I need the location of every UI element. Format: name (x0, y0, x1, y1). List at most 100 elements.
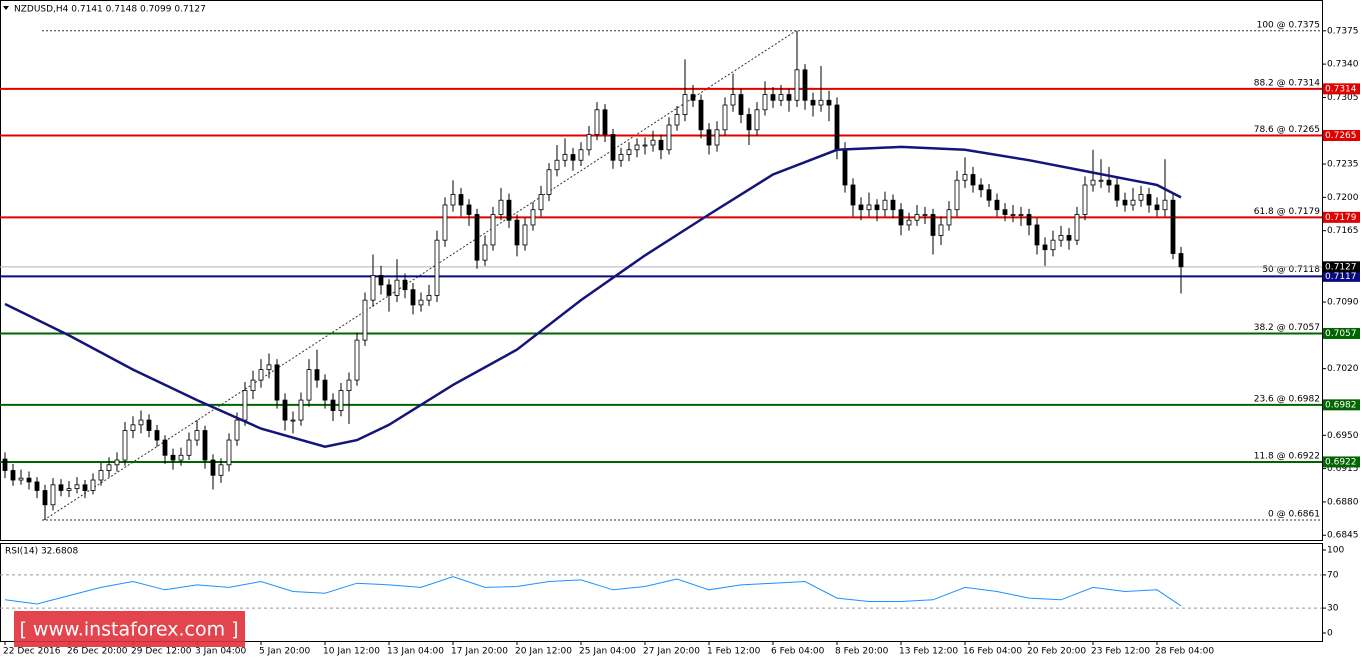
candle-body (962, 174, 968, 181)
candle-body (914, 214, 920, 221)
candle-body (986, 189, 992, 201)
candle-body (498, 199, 504, 215)
candle-body (626, 149, 632, 155)
candle-body (842, 149, 848, 186)
candle-body (1106, 179, 1112, 186)
candle-body (658, 139, 664, 151)
candle-body (1050, 239, 1056, 251)
candle-body (146, 419, 152, 431)
candle-body (570, 154, 576, 161)
candle-body (594, 109, 600, 135)
chart-title: NZDUSD,H4 0.7141 0.7148 0.7099 0.7127 (14, 5, 206, 15)
candle-body (386, 284, 392, 296)
candle-body (74, 484, 80, 490)
candle-body (898, 209, 904, 226)
candle-body (690, 94, 696, 101)
candle-body (434, 239, 440, 296)
candle-body (754, 109, 760, 131)
candle-body (682, 94, 688, 115)
candle-body (618, 154, 624, 161)
candle-body (90, 479, 96, 491)
candle-body (426, 294, 432, 301)
candle-body (306, 369, 312, 401)
candle-body (370, 275, 376, 301)
candle-body (154, 430, 160, 441)
candle-body (746, 114, 752, 131)
price-tag-label: 0.6982 (1325, 400, 1357, 410)
candle-body (466, 204, 472, 215)
candle-body (1154, 204, 1160, 211)
candle-body (770, 94, 776, 101)
x-tick-label: 20 Jan 12:00 (515, 647, 572, 657)
candle-body (490, 214, 496, 246)
x-tick-label: 16 Feb 04:00 (963, 647, 1022, 657)
price-tag-label: 0.7314 (1325, 84, 1357, 94)
candle-body (442, 204, 448, 241)
candle-body (730, 94, 736, 106)
candle-body (866, 204, 872, 211)
candle-body (874, 204, 880, 211)
candle-body (946, 209, 952, 226)
candle-body (794, 69, 800, 101)
candle-body (562, 154, 568, 161)
candle-body (1026, 214, 1032, 226)
candle-body (706, 129, 712, 146)
candle-body (138, 419, 144, 426)
watermark-box (14, 611, 245, 647)
candle-body (1114, 184, 1120, 201)
price-tag (1323, 327, 1360, 339)
y-tick-label: 0.6845 (1327, 531, 1359, 541)
candle-body (458, 194, 464, 206)
candle-body (978, 184, 984, 191)
price-tag-label: 0.6922 (1325, 457, 1357, 467)
candle-body (50, 484, 56, 506)
y-tick-label: 0.6880 (1327, 497, 1359, 507)
candle-body (666, 124, 672, 151)
candle-body (938, 224, 944, 236)
candle-body (970, 174, 976, 186)
candle-body (522, 224, 528, 246)
candle-body (258, 369, 264, 381)
candle-body (314, 369, 320, 381)
candle-body (906, 219, 912, 226)
candle-body (450, 194, 456, 206)
candle-body (834, 104, 840, 151)
candle-body (1018, 214, 1024, 216)
candle-body (474, 214, 480, 261)
rsi-tick-label: 100 (1327, 546, 1344, 556)
rsi-line (4, 576, 1182, 607)
candle-body (226, 439, 232, 466)
candle-body (882, 199, 888, 211)
candle-body (194, 430, 200, 441)
fib-label: 11.8 @ 0.6922 (1254, 451, 1320, 461)
x-tick-label: 10 Jan 12:00 (323, 647, 380, 657)
candle-body (18, 477, 24, 481)
candle-body (698, 99, 704, 131)
candle-body (530, 209, 536, 226)
x-tick-label: 25 Jan 04:00 (579, 647, 636, 657)
x-tick-label: 20 Feb 20:00 (1027, 647, 1086, 657)
y-tick-label: 0.7305 (1327, 93, 1359, 103)
candle-body (178, 454, 184, 461)
candle-body (1090, 179, 1096, 186)
candle-body (1002, 209, 1008, 215)
candle-body (282, 399, 288, 421)
price-tag (1323, 83, 1360, 95)
candle-body (506, 199, 512, 221)
candle-body (850, 184, 856, 206)
price-tag (1323, 211, 1360, 223)
candle-body (778, 94, 784, 101)
candle-body (66, 488, 72, 491)
candle-body (338, 390, 344, 411)
candle-body (242, 390, 248, 421)
candle-body (674, 114, 680, 126)
candle-body (162, 439, 168, 456)
y-tick-label: 0.7375 (1327, 26, 1359, 36)
fib-label: 50 @ 0.7118 (1262, 265, 1320, 275)
candle-body (410, 289, 416, 306)
candle-body (858, 204, 864, 211)
candle-body (298, 399, 304, 421)
candle-body (58, 484, 64, 491)
candle-body (762, 94, 768, 111)
